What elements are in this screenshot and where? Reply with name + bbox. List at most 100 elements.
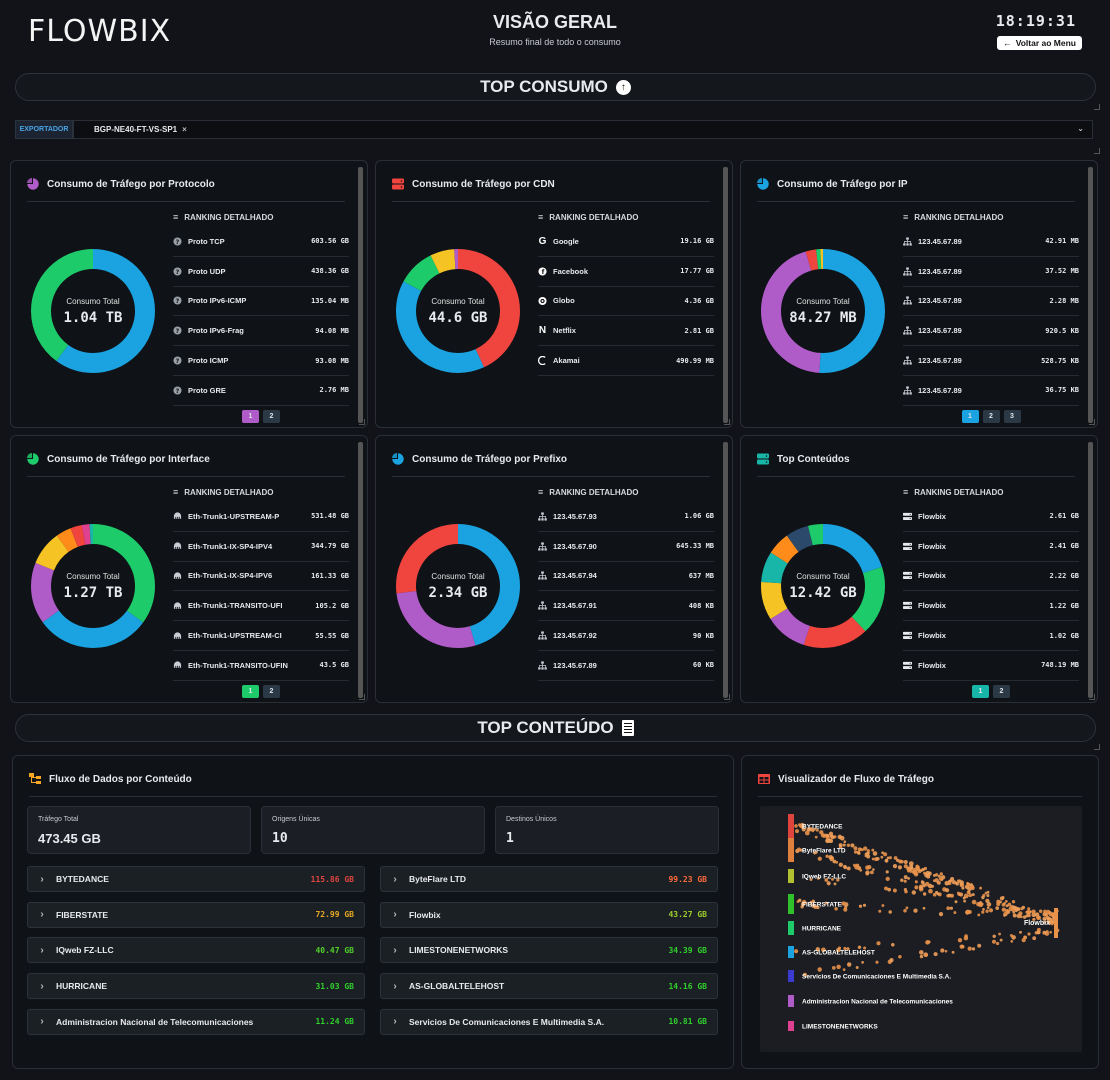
donut-slice[interactable] (761, 524, 885, 648)
donut-slice[interactable] (396, 524, 520, 648)
ranking-row[interactable]: Flowbix 2.41 GB (903, 532, 1079, 562)
ranking-row[interactable]: ? Proto GRE 2.76 MB (173, 376, 349, 406)
donut-slice[interactable] (396, 249, 520, 373)
ranking-row[interactable]: Eth-Trunk1-TRANSITO-UFI 105.2 GB (173, 591, 349, 622)
ranking-row[interactable]: ? Proto TCP 603.56 GB (173, 227, 349, 257)
ranking-row[interactable]: Eth-Trunk1-UPSTREAM-P 531.48 GB (173, 502, 349, 532)
page-button-2[interactable]: 2 (263, 410, 280, 423)
page-button-3[interactable]: 3 (1003, 410, 1021, 423)
ranking-row[interactable]: Globo 4.36 GB (538, 287, 714, 317)
ranking-row[interactable]: 123.45.67.89 36.75 KB (903, 376, 1079, 406)
donut-slice[interactable] (761, 524, 885, 648)
flow-item[interactable]: › LIMESTONENETWORKS 34.39 GB (380, 937, 718, 964)
flow-item[interactable]: › BYTEDANCE 115.86 GB (27, 866, 365, 892)
flow-item[interactable]: › Flowbix 43.27 GB (380, 901, 718, 928)
ranking-row[interactable]: 123.45.67.89 42.91 MB (903, 227, 1079, 257)
panel-scrollbar[interactable] (358, 442, 363, 698)
resize-handle-icon[interactable] (1094, 104, 1100, 110)
ranking-row[interactable]: 123.45.67.92 90 KB (538, 621, 714, 651)
panel-scrollbar[interactable] (1088, 442, 1093, 698)
ranking-row[interactable]: 123.45.67.94 637 MB (538, 562, 714, 592)
flow-source-node[interactable] (788, 838, 794, 862)
flow-item[interactable]: › Administracion Nacional de Telecomunic… (27, 1008, 365, 1035)
ranking-row[interactable]: 123.45.67.89 60 KB (538, 651, 714, 681)
chevron-down-icon[interactable]: ⌄ (1077, 124, 1084, 133)
flow-source-node[interactable] (788, 946, 794, 958)
ranking-row[interactable]: Eth-Trunk1-TRANSITO-UFIN 43.5 GB (173, 651, 349, 681)
resize-handle-icon[interactable] (724, 419, 730, 425)
ranking-row[interactable]: Flowbix 1.22 GB (903, 591, 1079, 622)
resize-handle-icon[interactable] (1094, 148, 1100, 154)
flow-item[interactable]: › FIBERSTATE 72.99 GB (27, 901, 365, 928)
donut-slice[interactable] (31, 249, 155, 373)
ranking-row[interactable]: ? Proto IPv6-ICMP 135.04 MB (173, 287, 349, 317)
ranking-row[interactable]: Flowbix 748.19 MB (903, 651, 1079, 681)
flow-item[interactable]: › HURRICANE 31.03 GB (27, 973, 365, 1000)
page-button-2[interactable]: 2 (263, 685, 280, 698)
donut-slice[interactable] (396, 249, 520, 373)
ranking-row[interactable]: Eth-Trunk1-IX-SP4-IPV4 344.79 GB (173, 532, 349, 562)
panel-scrollbar[interactable] (1088, 167, 1093, 423)
ranking-row[interactable]: 123.45.67.89 37.52 MB (903, 257, 1079, 287)
donut-slice[interactable] (761, 249, 885, 373)
donut-slice[interactable] (761, 524, 885, 648)
ranking-row[interactable]: N Netflix 2.81 GB (538, 316, 714, 347)
flow-target-node[interactable] (1054, 908, 1058, 938)
ranking-row[interactable]: ? Proto ICMP 93.08 MB (173, 346, 349, 376)
page-button-1[interactable]: 1 (242, 410, 259, 423)
traffic-flow-visualizer[interactable]: Flowbix BYTEDANCE ByteFlare LTD IQweb FZ-LL… (760, 806, 1082, 1052)
resize-handle-icon[interactable] (1089, 419, 1095, 425)
resize-handle-icon[interactable] (359, 419, 365, 425)
resize-handle-icon[interactable] (724, 694, 730, 700)
page-button-2[interactable]: 2 (982, 410, 1000, 423)
ranking-row[interactable]: 123.45.67.89 528.75 KB (903, 346, 1079, 376)
resize-handle-icon[interactable] (1089, 694, 1095, 700)
flow-item[interactable]: › AS-GLOBALTELEHOST 14.16 GB (380, 973, 718, 1000)
donut-slice[interactable] (31, 524, 155, 648)
donut-slice[interactable] (31, 524, 155, 648)
ranking-row[interactable]: G Google 19.16 GB (538, 227, 714, 257)
ranking-row[interactable]: Eth-Trunk1-IX-SP4-IPV6 161.33 GB (173, 562, 349, 592)
panel-scrollbar[interactable] (358, 167, 363, 423)
flow-source-node[interactable] (788, 894, 794, 914)
donut-slice[interactable] (761, 249, 885, 373)
resize-handle-icon[interactable] (1094, 744, 1100, 750)
resize-handle-icon[interactable] (359, 694, 365, 700)
flow-source-node[interactable] (788, 921, 794, 935)
ranking-row[interactable]: Akamai 490.99 MB (538, 346, 714, 376)
fluxo-panel: Fluxo de Dados por Conteúdo Tráfego Tota… (12, 755, 734, 1069)
flow-source-node[interactable] (788, 995, 794, 1007)
ranking-row[interactable]: 123.45.67.89 2.28 MB (903, 287, 1079, 317)
remove-tag-icon[interactable]: × (182, 125, 187, 134)
flow-source-node[interactable] (788, 1021, 794, 1031)
ranking-row[interactable]: 123.45.67.93 1.06 GB (538, 502, 714, 532)
page-button-2[interactable]: 2 (993, 685, 1010, 698)
ranking-row[interactable]: ? Proto UDP 438.36 GB (173, 257, 349, 287)
flow-item[interactable]: › ByteFlare LTD 99.23 GB (380, 866, 718, 892)
ranking-row[interactable]: Flowbix 1.02 GB (903, 621, 1079, 651)
flow-source-node[interactable] (788, 970, 794, 982)
panel-scrollbar[interactable] (723, 442, 728, 698)
ranking-row[interactable]: 123.45.67.91 408 KB (538, 591, 714, 622)
ranking-row[interactable]: 123.45.67.89 920.5 KB (903, 316, 1079, 347)
ranking-row[interactable]: ? Proto IPv6-Frag 94.08 MB (173, 316, 349, 347)
ranking-row[interactable]: Eth-Trunk1-UPSTREAM-CI 55.55 GB (173, 621, 349, 651)
ranking-row[interactable]: f Facebook 17.77 GB (538, 257, 714, 287)
ranking-row[interactable]: 123.45.67.90 645.33 MB (538, 532, 714, 562)
donut-slice[interactable] (396, 524, 520, 648)
flow-item[interactable]: › Servicios De Comunicaciones E Multimed… (380, 1008, 718, 1035)
flow-item[interactable]: › IQweb FZ-LLC 40.47 GB (27, 937, 365, 964)
ranking-row[interactable]: Flowbix 2.61 GB (903, 502, 1079, 532)
flow-source-node[interactable] (788, 869, 794, 883)
donut-slice[interactable] (31, 524, 155, 648)
page-button-1[interactable]: 1 (242, 685, 259, 698)
back-to-menu-button[interactable]: ← Voltar ao Menu (997, 36, 1082, 50)
ranking-title-label: RANKING DETALHADO (914, 487, 1004, 497)
page-button-1[interactable]: 1 (972, 685, 989, 698)
page-button-1[interactable]: 1 (961, 410, 979, 423)
panel-scrollbar[interactable] (723, 167, 728, 423)
ranking-row[interactable]: Flowbix 2.22 GB (903, 562, 1079, 592)
exporter-select[interactable]: BGP-NE40-FT-VS-SP1 × ⌄ (73, 120, 1093, 139)
donut-slice[interactable] (761, 524, 885, 648)
flow-source-node[interactable] (788, 814, 794, 838)
